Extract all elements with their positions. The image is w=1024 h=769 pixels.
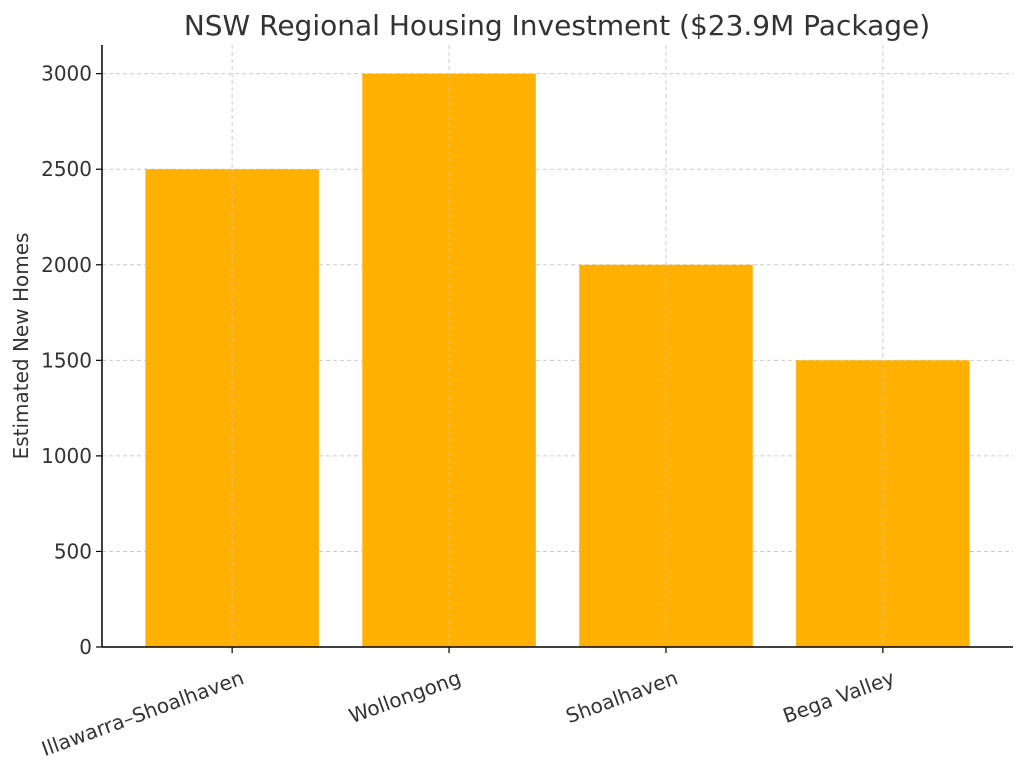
- y-tick-label: 2000: [41, 253, 92, 277]
- y-tick-label: 0: [79, 635, 92, 659]
- y-tick-label: 1000: [41, 444, 92, 468]
- bar-series: [145, 73, 970, 647]
- y-tick-label: 2500: [41, 157, 92, 181]
- x-tick-label: Shoalhaven: [563, 665, 681, 728]
- x-tick-label: Wollongong: [346, 665, 464, 728]
- axes: [101, 45, 1013, 648]
- chart-title: NSW Regional Housing Investment ($23.9M …: [184, 9, 930, 42]
- y-axis-label: Estimated New Homes: [9, 233, 33, 460]
- x-tick-label: Bega Valley: [780, 665, 898, 728]
- x-tick-label: Illawarra–Shoalhaven: [38, 665, 247, 761]
- y-tick-label: 3000: [41, 62, 92, 86]
- y-tick-label: 500: [54, 539, 92, 563]
- y-tick-label: 1500: [41, 348, 92, 372]
